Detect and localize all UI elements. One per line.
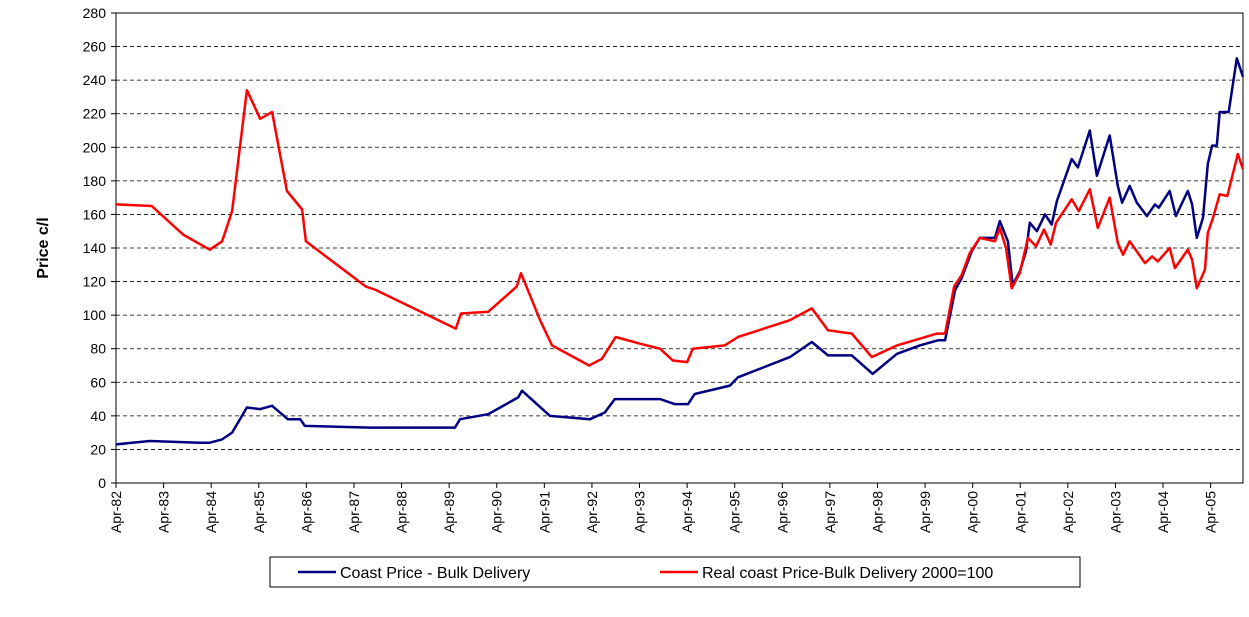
- y-tick-label: 60: [90, 374, 106, 390]
- x-tick-label: Apr-05: [1203, 491, 1219, 533]
- x-tick-label: Apr-04: [1155, 491, 1171, 533]
- y-tick-label: 260: [83, 39, 107, 55]
- series-line: [115, 88, 1245, 367]
- x-tick-label: Apr-03: [1107, 491, 1123, 533]
- x-tick-label: Apr-00: [965, 491, 981, 533]
- x-tick-label: Apr-97: [822, 491, 838, 533]
- y-axis-label: Price c/l: [35, 217, 52, 278]
- x-tick-label: Apr-91: [536, 491, 552, 533]
- series-line: [115, 57, 1245, 446]
- x-tick-label: Apr-92: [584, 491, 600, 533]
- legend-label: Coast Price - Bulk Delivery: [340, 565, 530, 582]
- y-tick-label: 220: [83, 106, 107, 122]
- x-tick-label: Apr-84: [203, 491, 219, 533]
- y-tick-label: 180: [83, 173, 107, 189]
- x-tick-label: Apr-94: [679, 491, 695, 533]
- x-tick-label: Apr-95: [727, 491, 743, 533]
- x-tick-label: Apr-83: [156, 491, 172, 533]
- x-tick-label: Apr-02: [1060, 491, 1076, 533]
- plot-frame: [115, 12, 1244, 484]
- x-tick-label: Apr-96: [774, 491, 790, 533]
- x-tick-label: Apr-99: [917, 491, 933, 533]
- x-tick-label: Apr-85: [251, 491, 267, 533]
- x-tick-label: Apr-86: [298, 491, 314, 533]
- x-tick-label: Apr-98: [869, 491, 885, 533]
- x-tick-label: Apr-93: [632, 491, 648, 533]
- y-tick-label: 140: [83, 240, 107, 256]
- x-tick-label: Apr-01: [1012, 491, 1028, 533]
- x-tick-label: Apr-90: [489, 491, 505, 533]
- y-tick-label: 200: [83, 139, 107, 155]
- y-tick-label: 160: [83, 206, 107, 222]
- y-tick-label: 40: [90, 408, 106, 424]
- y-tick-label: 80: [90, 341, 106, 357]
- y-tick-label: 100: [83, 307, 107, 323]
- y-tick-label: 0: [98, 475, 106, 491]
- x-tick-label: Apr-82: [108, 491, 124, 533]
- y-tick-label: 120: [83, 274, 107, 290]
- y-tick-label: 20: [90, 441, 106, 457]
- legend-label: Real coast Price-Bulk Delivery 2000=100: [702, 565, 993, 582]
- y-tick-label: 240: [83, 72, 107, 88]
- x-tick-label: Apr-89: [441, 491, 457, 533]
- x-tick-label: Apr-88: [394, 491, 410, 533]
- x-tick-label: Apr-87: [346, 491, 362, 533]
- y-tick-label: 280: [83, 5, 107, 21]
